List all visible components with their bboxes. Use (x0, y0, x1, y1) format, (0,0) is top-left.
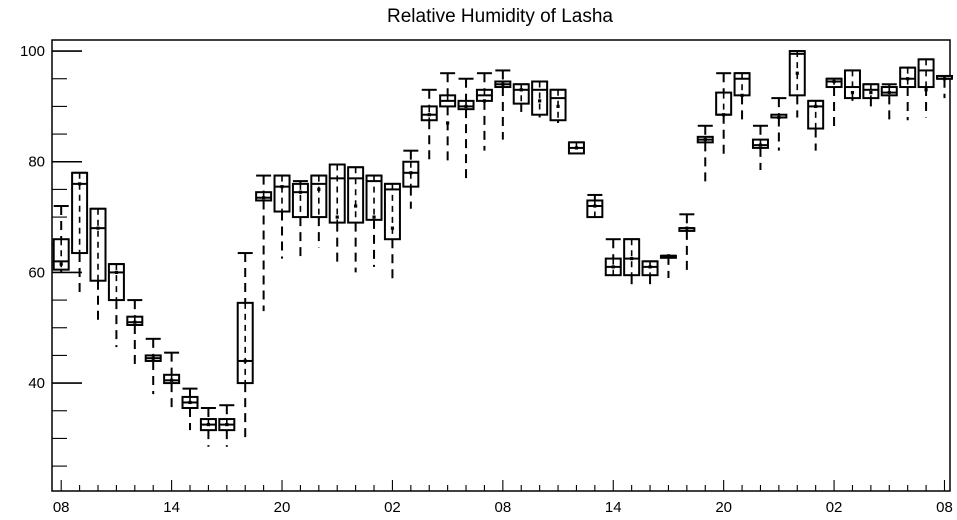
mean-marker (262, 196, 266, 200)
mean-marker (317, 187, 321, 192)
mean-marker (170, 378, 174, 382)
mean-marker (850, 90, 855, 95)
mean-marker (832, 79, 836, 84)
mean-marker (519, 88, 523, 92)
mean-marker (685, 226, 689, 230)
mean-marker (630, 256, 634, 261)
mean-marker (280, 185, 284, 189)
mean-marker (59, 262, 63, 266)
mean-marker (703, 138, 707, 142)
mean-marker (78, 182, 82, 186)
mean-marker (464, 104, 468, 109)
mean-marker (409, 171, 413, 175)
y-tick-label: 60 (28, 264, 45, 281)
mean-marker (427, 113, 431, 117)
mean-marker (906, 77, 910, 81)
x-tick-label: 02 (826, 499, 843, 516)
y-tick-label: 80 (28, 154, 45, 171)
mean-marker (574, 146, 579, 150)
x-tick-label: 20 (715, 499, 732, 516)
mean-marker (225, 422, 229, 427)
x-tick-label: 08 (494, 499, 511, 516)
plot-area: 40 60 80 100 08 14 20 02 08 14 20 02 08 (20, 39, 953, 516)
mean-marker (133, 320, 137, 324)
x-tick-label: 08 (53, 499, 70, 516)
mean-marker (114, 270, 119, 275)
mean-marker (869, 90, 873, 95)
mean-marker (298, 190, 303, 194)
mean-marker (593, 204, 597, 208)
mean-marker (740, 93, 744, 97)
mean-marker (942, 77, 947, 81)
mean-marker (243, 359, 247, 363)
mean-marker (188, 400, 192, 405)
mean-marker (556, 104, 560, 109)
mean-marker (372, 215, 376, 219)
y-tick-label: 100 (20, 43, 45, 60)
x-tick-label: 08 (936, 499, 953, 516)
mean-marker (722, 113, 726, 117)
mean-marker (96, 226, 100, 230)
mean-marker (666, 254, 671, 258)
mean-marker (777, 115, 781, 120)
mean-marker (501, 82, 505, 86)
mean-marker (206, 422, 211, 427)
x-tick-label: 02 (384, 499, 401, 516)
mean-marker (354, 204, 358, 208)
mean-marker (611, 265, 615, 269)
mean-marker (887, 90, 891, 95)
mean-marker (151, 356, 155, 360)
x-tick-label: 14 (605, 499, 622, 516)
mean-marker (390, 226, 395, 230)
x-tick-label: 14 (163, 499, 180, 516)
mean-marker (446, 121, 450, 125)
chart-title: Relative Humidity of Lasha (387, 6, 613, 27)
mean-marker (924, 88, 928, 92)
mean-marker (795, 71, 799, 75)
plot-frame (51, 39, 951, 492)
x-tick-label: 20 (274, 499, 291, 516)
mean-marker (335, 215, 339, 219)
mean-marker (758, 143, 763, 147)
mean-marker (538, 99, 542, 103)
mean-marker (814, 104, 818, 109)
y-tick-label: 40 (28, 375, 45, 392)
mean-marker (648, 265, 652, 269)
mean-marker (482, 99, 487, 103)
